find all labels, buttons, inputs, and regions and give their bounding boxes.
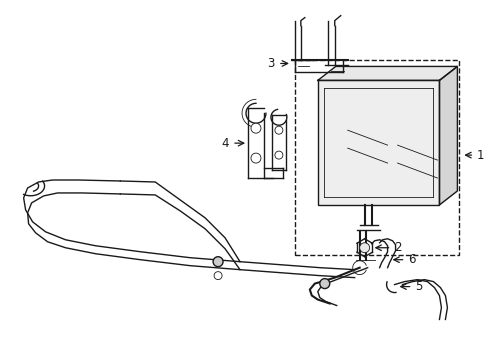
Text: 5: 5 [415,280,422,293]
Circle shape [359,243,369,253]
Circle shape [250,153,261,163]
Text: 6: 6 [407,253,415,266]
Text: 1: 1 [475,149,483,162]
Text: 3: 3 [267,57,274,70]
Text: 2: 2 [394,241,401,254]
Circle shape [319,279,329,289]
Bar [317,80,439,205]
Circle shape [274,151,283,159]
Bar [294,60,458,255]
Polygon shape [317,67,456,80]
Polygon shape [439,67,456,205]
Circle shape [274,126,283,134]
Text: 4: 4 [221,137,228,150]
Circle shape [213,257,223,267]
Circle shape [250,123,261,133]
Circle shape [214,272,222,280]
